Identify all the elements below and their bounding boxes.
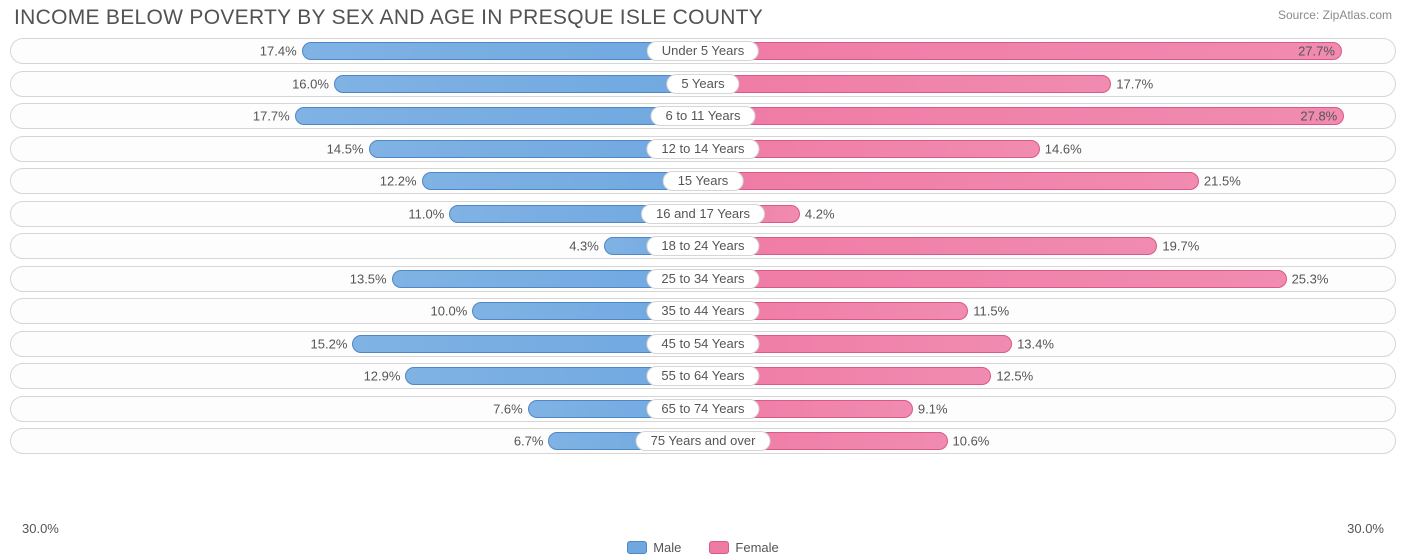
data-row: 13.5%25.3%25 to 34 Years [10, 266, 1396, 292]
data-row: 15.2% 13.4% 45 to 54 Years [10, 331, 1396, 357]
legend-item-female: Female [709, 540, 778, 555]
axis-left-label: 30.0% [22, 521, 59, 536]
category-label: 16 and 17 Years [641, 204, 765, 224]
legend-swatch-male [627, 541, 647, 554]
category-label: 75 Years and over [636, 431, 771, 451]
data-row: 7.6% 9.1% 65 to 74 Years [10, 396, 1396, 422]
data-row: 12.9% 12.5% 55 to 64 Years [10, 363, 1396, 389]
male-bar: 12.2% [422, 172, 703, 190]
male-value-label: 10.0% [430, 304, 473, 319]
male-bar: 16.0% [334, 75, 703, 93]
category-label: 18 to 24 Years [646, 236, 759, 256]
female-value-label: 4.2% [799, 206, 835, 221]
male-value-label: 17.7% [253, 109, 296, 124]
male-value-label: 12.2% [380, 174, 423, 189]
data-row: 4.3%19.7%18 to 24 Years [10, 233, 1396, 259]
category-label: 55 to 64 Years [646, 366, 759, 386]
female-value-label: 19.7% [1156, 239, 1199, 254]
male-value-label: 17.4% [260, 44, 303, 59]
female-value-label: 21.5% [1198, 174, 1241, 189]
category-label: 25 to 34 Years [646, 269, 759, 289]
data-row: 16.0%17.7%5 Years [10, 71, 1396, 97]
female-value-label: 10.6% [947, 434, 990, 449]
legend: Male Female [10, 540, 1396, 555]
male-value-label: 6.7% [514, 434, 550, 449]
female-bar: 19.7% [703, 237, 1157, 255]
female-value-label: 25.3% [1286, 271, 1329, 286]
male-value-label: 11.0% [408, 206, 450, 221]
male-value-label: 14.5% [327, 141, 370, 156]
male-bar: 17.7% [295, 107, 703, 125]
female-bar: 27.7% [703, 42, 1342, 60]
chart-header: INCOME BELOW POVERTY BY SEX AND AGE IN P… [10, 6, 1396, 30]
category-label: 65 to 74 Years [646, 399, 759, 419]
female-bar: 25.3% [703, 270, 1287, 288]
data-row: 17.4% 27.7% Under 5 Years [10, 38, 1396, 64]
legend-label-female: Female [735, 540, 778, 555]
female-value-label: 17.7% [1110, 76, 1153, 91]
category-label: Under 5 Years [647, 41, 759, 61]
data-row: 14.5% 14.6% 12 to 14 Years [10, 136, 1396, 162]
data-row: 12.2%21.5%15 Years [10, 168, 1396, 194]
female-value-label: 14.6% [1039, 141, 1082, 156]
chart-source: Source: ZipAtlas.com [1278, 8, 1392, 22]
category-label: 45 to 54 Years [646, 334, 759, 354]
female-value-label: 9.1% [912, 401, 948, 416]
female-bar: 27.8% [703, 107, 1344, 125]
chart-title: INCOME BELOW POVERTY BY SEX AND AGE IN P… [14, 6, 763, 30]
female-value-label: 13.4% [1011, 336, 1054, 351]
male-value-label: 16.0% [292, 76, 335, 91]
female-value-label: 27.8% [1300, 109, 1337, 124]
data-row: 11.0% 4.2% 16 and 17 Years [10, 201, 1396, 227]
category-label: 12 to 14 Years [646, 139, 759, 159]
axis-row: 30.0% 30.0% [10, 519, 1396, 536]
axis-right-label: 30.0% [1347, 521, 1384, 536]
category-label: 5 Years [666, 74, 739, 94]
chart-body: 17.4%27.7%Under 5 Years16.0%17.7%5 Years… [10, 38, 1396, 519]
male-bar: 17.4% [302, 42, 703, 60]
data-row: 10.0% 11.5% 35 to 44 Years [10, 298, 1396, 324]
category-label: 6 to 11 Years [651, 106, 756, 126]
data-row: 17.7% 27.8% 6 to 11 Years [10, 103, 1396, 129]
legend-label-male: Male [653, 540, 681, 555]
male-value-label: 7.6% [493, 401, 529, 416]
female-bar: 17.7% [703, 75, 1111, 93]
data-row: 6.7% 10.6% 75 Years and over [10, 428, 1396, 454]
legend-item-male: Male [627, 540, 681, 555]
female-bar: 21.5% [703, 172, 1199, 190]
category-label: 35 to 44 Years [646, 301, 759, 321]
male-value-label: 13.5% [350, 271, 393, 286]
female-value-label: 11.5% [967, 304, 1009, 319]
male-value-label: 4.3% [569, 239, 605, 254]
male-value-label: 15.2% [311, 336, 354, 351]
legend-swatch-female [709, 541, 729, 554]
female-value-label: 27.7% [1298, 44, 1335, 59]
male-value-label: 12.9% [364, 369, 407, 384]
category-label: 15 Years [663, 171, 744, 191]
female-value-label: 12.5% [990, 369, 1033, 384]
